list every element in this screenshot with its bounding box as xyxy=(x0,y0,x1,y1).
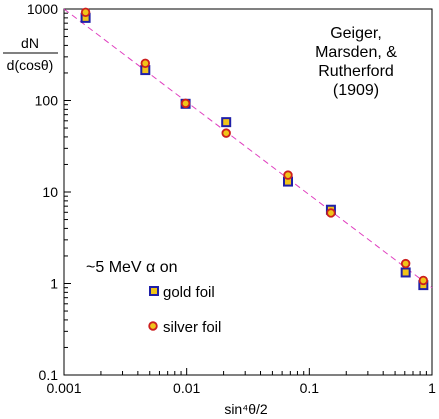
citation-annotation: Geiger, Marsden, & Rutherford (1909) xyxy=(315,25,397,99)
y-tick-label: 1 xyxy=(50,276,58,292)
silver-foil-point xyxy=(140,58,150,69)
y-tick-label: 100 xyxy=(35,93,59,109)
data-series-layer xyxy=(80,7,429,291)
legend-silver-foil-label: silver foil xyxy=(163,319,221,336)
silver-foil-point xyxy=(80,7,91,18)
y-axis-ticks: 0.1 1 10 100 1000 xyxy=(27,1,71,383)
citation-line-3: Rutherford xyxy=(318,63,394,80)
silver-foil-point xyxy=(326,208,336,218)
x-tick-label: 0.1 xyxy=(300,380,320,396)
gold-foil-point xyxy=(221,117,232,128)
y-axis-label-numerator: dN xyxy=(21,35,39,51)
citation-line-4: (1909) xyxy=(333,82,379,99)
fit-line-layer xyxy=(63,8,433,289)
silver-foil-point xyxy=(283,170,293,180)
y-axis-label-denominator: d(cosθ) xyxy=(7,57,54,73)
x-axis-label: sin⁴θ/2 xyxy=(224,401,268,417)
x-tick-label: 0.01 xyxy=(173,380,200,396)
x-axis-ticks: 0.001 0.01 0.1 1 xyxy=(46,368,436,396)
legend-silver-foil-marker xyxy=(148,321,158,331)
silver-foil-point xyxy=(180,98,191,109)
citation-line-1: Geiger, xyxy=(330,25,382,42)
y-tick-label: 10 xyxy=(42,184,58,200)
gold-foil-point xyxy=(400,267,411,278)
silver-foil-point xyxy=(400,258,411,269)
legend: ~5 MeV α on gold foil silver foil xyxy=(86,259,221,336)
fit-line xyxy=(63,8,433,289)
citation-line-2: Marsden, & xyxy=(315,44,397,61)
legend-title: ~5 MeV α on xyxy=(86,259,178,276)
y-tick-label: 0.1 xyxy=(39,367,59,383)
y-tick-label: 1000 xyxy=(27,1,58,17)
y-axis-label: dN d(cosθ) xyxy=(3,35,58,73)
legend-gold-foil-label: gold foil xyxy=(163,284,215,301)
silver-foil-point xyxy=(221,128,231,138)
silver-foil-point xyxy=(418,275,429,286)
x-tick-label: 0.001 xyxy=(46,380,81,396)
x-tick-label: 1 xyxy=(428,380,436,396)
legend-gold-foil-marker xyxy=(149,286,159,296)
